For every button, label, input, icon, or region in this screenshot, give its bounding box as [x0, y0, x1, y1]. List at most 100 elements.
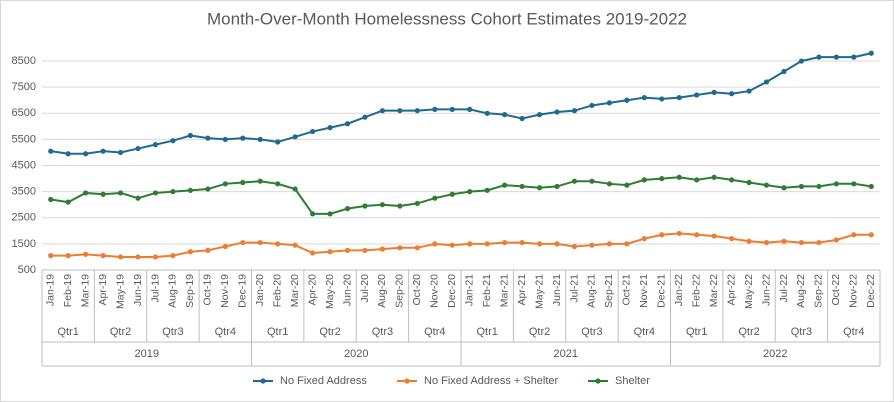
- x-tick-label: Nov-22: [848, 274, 860, 308]
- x-tick-label: Jan-22: [673, 274, 685, 306]
- x-tick-label: Jan-21: [464, 274, 476, 306]
- x-tick-label: Jul-21: [568, 274, 580, 303]
- data-point: [170, 253, 176, 259]
- data-point: [641, 177, 647, 183]
- x-tick-label: Mar-19: [79, 274, 91, 307]
- data-point: [589, 102, 595, 109]
- x-tick-label: Dec-22: [865, 274, 877, 308]
- data-point: [624, 182, 630, 188]
- data-point: [833, 237, 839, 243]
- data-point: [310, 250, 316, 256]
- data-point: [536, 241, 543, 247]
- data-point: [170, 138, 176, 144]
- data-point: [310, 211, 316, 217]
- data-point: [135, 195, 141, 201]
- data-point: [397, 203, 403, 209]
- y-tick-label: 7500: [12, 81, 36, 93]
- data-point: [502, 182, 508, 188]
- data-point: [729, 177, 735, 183]
- data-point: [205, 247, 211, 254]
- data-point: [571, 108, 578, 114]
- x-tick-label: Jun-22: [760, 274, 772, 306]
- data-point: [589, 178, 595, 184]
- data-point: [327, 125, 333, 131]
- data-point: [868, 183, 874, 190]
- x-tick-label: Apr-22: [725, 274, 737, 306]
- data-point: [152, 254, 159, 260]
- data-point: [362, 247, 368, 254]
- x-tick-label: Oct-22: [830, 274, 842, 306]
- data-point: [187, 132, 193, 139]
- x-tick-label: Feb-20: [271, 274, 283, 307]
- data-point: [135, 254, 141, 260]
- data-point: [100, 253, 106, 259]
- data-point: [257, 239, 263, 246]
- data-point: [833, 54, 839, 60]
- quarter-label: Qtr1: [267, 326, 288, 338]
- data-point: [100, 148, 106, 154]
- data-point: [676, 95, 682, 101]
- x-tick-label: Feb-19: [62, 274, 74, 307]
- y-tick-label: 2500: [12, 212, 36, 224]
- data-point: [624, 97, 630, 103]
- quarter-label: Qtr1: [476, 326, 497, 338]
- data-point: [414, 200, 420, 206]
- data-point: [449, 106, 455, 112]
- series-line: [50, 52, 872, 155]
- x-tick-label: Dec-21: [656, 274, 668, 308]
- data-point: [833, 181, 839, 187]
- x-tick-label: Aug-20: [376, 274, 388, 308]
- data-point: [519, 183, 525, 190]
- quarter-label: Qtr4: [424, 326, 445, 338]
- data-point: [694, 177, 700, 183]
- legend-label: No Fixed Address + Shelter: [424, 375, 559, 387]
- data-point: [746, 179, 752, 186]
- data-point: [275, 139, 281, 145]
- data-point: [798, 239, 805, 246]
- data-point: [868, 50, 874, 56]
- x-tick-label: Oct-20: [411, 274, 423, 306]
- quarter-label: Qtr2: [738, 326, 759, 338]
- data-point: [659, 175, 665, 182]
- data-point: [711, 174, 717, 180]
- year-label: 2021: [554, 348, 578, 360]
- x-tick-label: Apr-19: [97, 274, 109, 306]
- data-point: [205, 135, 211, 141]
- legend-marker: [595, 378, 601, 384]
- data-point: [65, 253, 71, 259]
- legend-marker: [260, 378, 266, 384]
- data-point: [292, 242, 298, 248]
- x-tick-label: Sep-20: [394, 274, 406, 308]
- data-point: [240, 179, 246, 186]
- x-tick-label: Feb-22: [690, 274, 702, 307]
- y-tick-label: 5500: [12, 133, 36, 145]
- data-point: [83, 151, 89, 157]
- x-tick-label: Jul-19: [149, 274, 161, 303]
- data-point: [117, 190, 124, 196]
- series-line: [50, 232, 872, 258]
- y-tick-label: 1500: [12, 238, 36, 250]
- x-tick-label: Dec-19: [237, 274, 249, 308]
- data-point: [554, 183, 560, 190]
- data-point: [170, 189, 176, 195]
- data-point: [851, 181, 857, 187]
- data-point: [798, 58, 805, 64]
- data-point: [519, 115, 525, 122]
- data-point: [467, 106, 473, 112]
- data-point: [816, 183, 822, 190]
- data-point: [65, 151, 71, 157]
- data-point: [536, 185, 543, 191]
- data-point: [292, 134, 298, 140]
- data-point: [711, 233, 717, 239]
- quarter-label: Qtr4: [215, 326, 236, 338]
- data-point: [676, 174, 682, 180]
- data-point: [729, 236, 735, 242]
- data-point: [222, 243, 228, 250]
- quarter-label: Qtr1: [57, 326, 78, 338]
- x-tick-label: May-22: [743, 274, 755, 309]
- x-tick-label: Jun-21: [551, 274, 563, 306]
- legend-label: Shelter: [615, 375, 650, 387]
- data-point: [571, 178, 578, 184]
- data-point: [659, 232, 665, 238]
